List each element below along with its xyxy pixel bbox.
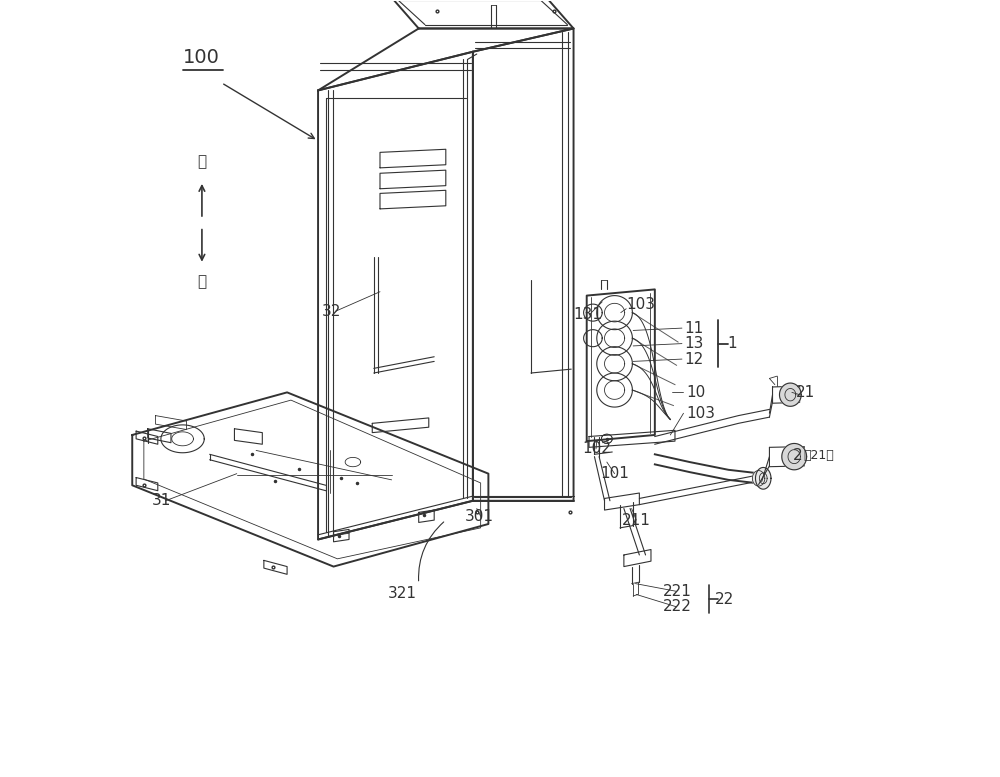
Polygon shape [752, 471, 765, 486]
Text: 1: 1 [727, 336, 736, 351]
Text: 下: 下 [197, 274, 206, 289]
Text: （21）: （21） [803, 449, 834, 462]
Text: 221: 221 [663, 584, 691, 599]
Text: 211: 211 [622, 513, 651, 528]
Text: 32: 32 [322, 304, 341, 319]
Text: 13: 13 [684, 336, 704, 351]
Text: 31: 31 [152, 493, 171, 508]
Text: 10: 10 [686, 385, 705, 400]
Text: 131: 131 [574, 308, 603, 322]
Text: 301: 301 [465, 509, 494, 524]
Text: 12: 12 [684, 351, 704, 367]
Text: 222: 222 [663, 599, 691, 615]
Text: 21: 21 [796, 385, 815, 400]
Polygon shape [782, 444, 807, 470]
Text: 100: 100 [183, 48, 219, 67]
Polygon shape [780, 383, 801, 406]
Text: 103: 103 [686, 406, 715, 421]
Text: 321: 321 [388, 586, 417, 601]
Text: 2: 2 [793, 448, 802, 463]
Text: 103: 103 [626, 298, 655, 312]
Polygon shape [755, 468, 771, 490]
Text: 22: 22 [715, 591, 734, 607]
Text: 102: 102 [582, 441, 611, 456]
Text: 上: 上 [197, 155, 206, 169]
Text: 101: 101 [601, 466, 630, 481]
Text: 11: 11 [684, 321, 704, 336]
